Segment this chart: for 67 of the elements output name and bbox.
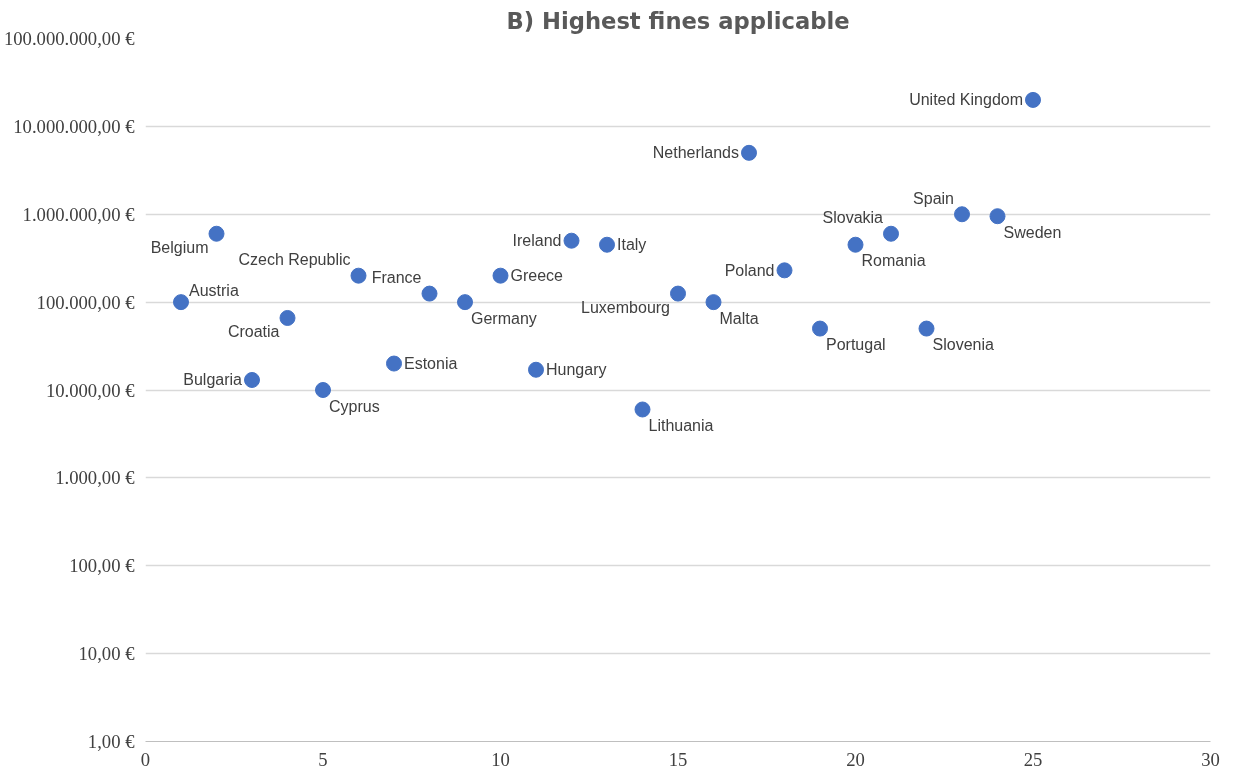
point <box>386 355 402 372</box>
annotation: France <box>371 269 422 287</box>
point <box>918 320 935 337</box>
point <box>173 294 189 311</box>
annotation: Estonia <box>404 355 458 373</box>
annotation: United Kingdom <box>909 91 1023 109</box>
point <box>599 236 615 253</box>
point <box>883 225 899 242</box>
annotation: Slovakia <box>822 209 884 227</box>
annotation: Netherlands <box>652 144 740 162</box>
x-tick-label: 25 <box>1023 748 1043 770</box>
point <box>350 267 367 284</box>
y-tick-label: 100.000.000,00 € <box>3 28 136 49</box>
annotation: Ireland <box>512 232 562 250</box>
y-tick-label: 10,00 € <box>78 643 136 665</box>
y-tick-label: 100,00 € <box>69 555 136 577</box>
annotation: Czech Republic <box>238 251 351 269</box>
point <box>563 232 580 249</box>
point <box>244 372 260 388</box>
point <box>421 285 438 302</box>
x-tick-label: 5 <box>318 748 328 770</box>
point <box>812 320 828 337</box>
point <box>208 225 225 242</box>
annotation: Italy <box>617 236 647 254</box>
point <box>741 144 757 161</box>
y-tick-label: 100.000,00 € <box>36 291 136 313</box>
x-tick-label: 0 <box>140 748 151 770</box>
annotation: Slovenia <box>932 336 994 354</box>
point <box>776 262 793 279</box>
point <box>847 236 864 253</box>
annotation: Sweden <box>1003 223 1062 241</box>
chart-title: B) Highest fines applicable <box>506 7 850 34</box>
annotation: Spain <box>913 189 954 207</box>
point <box>492 267 509 284</box>
point <box>989 208 1006 225</box>
annotation: Poland <box>724 261 775 279</box>
point <box>315 382 331 398</box>
y-tick-label: 10.000,00 € <box>45 379 136 401</box>
x-tick-label: 30 <box>1201 748 1220 770</box>
point <box>457 294 473 311</box>
y-tick-label: 1,00 € <box>87 731 136 752</box>
y-tick-label: 10.000.000,00 € <box>13 115 136 137</box>
annotation: Greece <box>510 267 564 285</box>
point <box>528 361 544 378</box>
point <box>670 285 686 302</box>
y-tick-label: 1.000.000,00 € <box>22 203 136 225</box>
annotation: Luxembourg <box>581 299 671 317</box>
y-tick-label: 1.000,00 € <box>55 467 136 489</box>
point <box>634 401 651 418</box>
x-tick-label: 10 <box>491 748 510 770</box>
point <box>705 294 722 311</box>
annotation: Lithuania <box>648 416 714 434</box>
point <box>279 310 296 326</box>
annotation: Croatia <box>227 323 280 341</box>
annotation: Romania <box>861 252 926 270</box>
annotation: Austria <box>189 281 239 299</box>
x-tick-label: 15 <box>668 748 688 770</box>
x-tick-label: 20 <box>846 748 865 770</box>
annotation: Bulgaria <box>183 371 243 389</box>
annotation: Malta <box>719 309 759 327</box>
point <box>954 206 970 223</box>
point <box>1025 91 1041 108</box>
annotation: Cyprus <box>329 397 380 415</box>
annotation: Germany <box>471 309 537 327</box>
annotation: Belgium <box>150 239 209 257</box>
annotation: Hungary <box>546 361 607 379</box>
annotation: Portugal <box>826 336 886 354</box>
